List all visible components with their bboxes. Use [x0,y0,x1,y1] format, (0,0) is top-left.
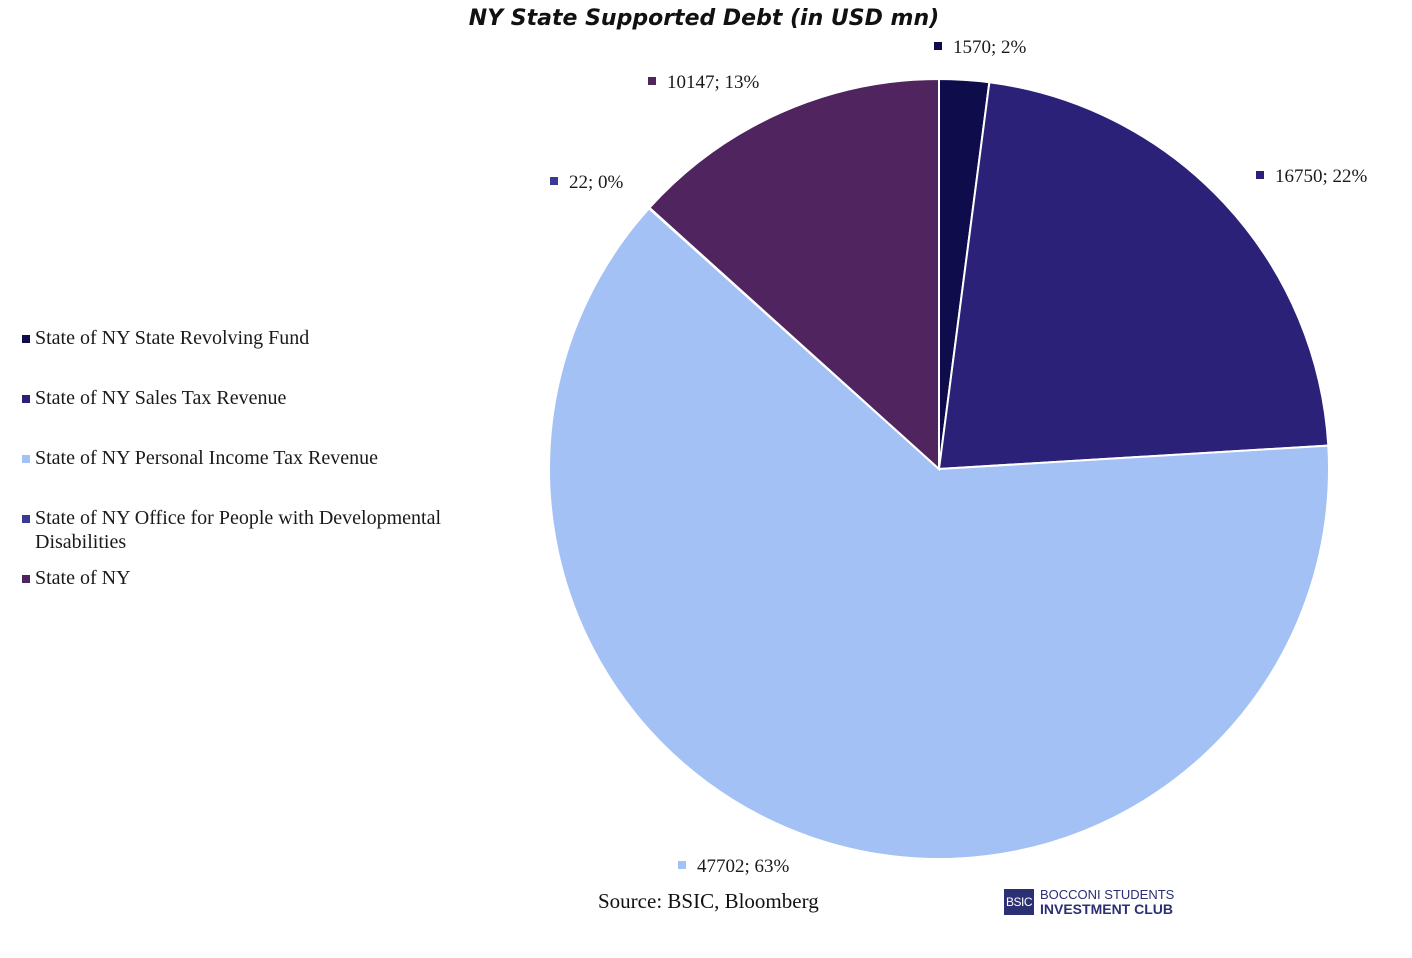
data-label-state-of-ny: 10147; 13% [667,72,760,93]
bsic-logo-mark: BSIC [1004,889,1034,915]
source-note: Source: BSIC, Bloomberg [598,889,819,913]
data-label-personal-income-tax: 47702; 63% [697,856,790,877]
legend-swatch-state-of-ny [22,575,30,583]
legend-item-sales-tax: State of NY Sales Tax Revenue [20,386,485,410]
legend-item-developmental-disabilities: State of NY Office for People with Devel… [20,506,485,554]
legend-label: State of NY Sales Tax Revenue [35,387,287,409]
data-label-swatch-developmental-disabilities [550,177,558,185]
pie-data-labels: 1570; 2% 16750; 22% 47702; 63% 22; 0% 10147;… [550,37,1368,877]
legend-label: State of NY [35,567,131,589]
data-label-swatch-sales-tax [1256,171,1264,179]
data-label-swatch-personal-income-tax [678,861,686,869]
pie-slice-personal-income-tax [548,206,1330,860]
pie-slice-state-of-ny [648,77,940,472]
legend-item-personal-income-tax: State of NY Personal Income Tax Revenue [20,446,485,470]
pie-slice-sales-tax [937,81,1330,471]
legend-swatch-sales-tax [22,395,30,403]
data-label-sales-tax: 16750; 22% [1275,166,1368,187]
legend-label: State of NY Office for People with Devel… [35,507,441,553]
legend-item-state-of-ny: State of NY [20,566,485,590]
data-label-developmental-disabilities: 22; 0% [569,172,624,193]
data-label-swatch-revolving-fund [934,42,942,50]
legend-swatch-developmental-disabilities [22,515,30,523]
legend-swatch-revolving-fund [22,335,30,343]
bsic-logo-line2: INVESTMENT CLUB [1040,901,1173,917]
pie-slices [548,77,1330,860]
legend-label: State of NY Personal Income Tax Revenue [35,447,378,469]
data-label-swatch-state-of-ny [648,77,656,85]
data-label-revolving-fund: 1570; 2% [953,37,1027,58]
legend-swatch-personal-income-tax [22,455,30,463]
bsic-logo-line1: BOCCONI STUDENTS [1040,887,1175,902]
legend-item-revolving-fund: State of NY State Revolving Fund [20,326,485,350]
chart-title: NY State Supported Debt (in USD mn) [468,6,940,31]
legend-label: State of NY State Revolving Fund [35,327,310,349]
